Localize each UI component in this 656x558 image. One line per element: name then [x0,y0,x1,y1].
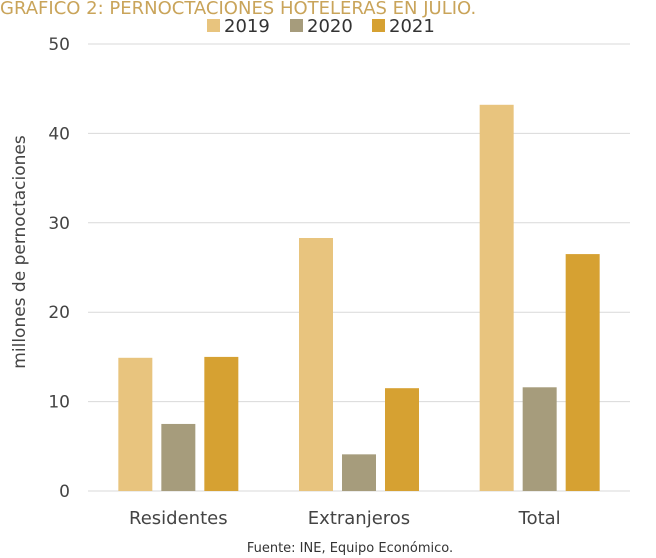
x-category-label: Total [518,508,561,529]
y-tick-label: 30 [48,214,70,234]
x-axis-categories: Residentes Extranjeros Total [129,508,561,529]
bar-residentes-2020 [161,424,195,491]
y-axis-ticks: 0 10 20 30 40 50 [48,35,70,502]
legend-label-2019: 2019 [224,16,270,37]
y-tick-label: 50 [48,35,70,55]
legend-swatch-2019 [207,19,220,32]
legend: 2019 2020 2021 [207,16,435,37]
legend-swatch-2021 [372,19,385,32]
legend-swatch-2020 [290,19,303,32]
y-tick-label: 0 [59,482,70,502]
bars [118,105,599,491]
bar-total-2020 [523,387,557,491]
legend-label-2020: 2020 [307,16,353,37]
y-tick-label: 40 [48,124,70,144]
source-note: Fuente: INE, Equipo Económico. [247,541,453,556]
y-tick-label: 20 [48,303,70,323]
y-tick-label: 10 [48,393,70,413]
bar-extranjeros-2019 [299,238,333,491]
x-category-label: Residentes [129,508,228,529]
bar-residentes-2019 [118,358,152,491]
bar-total-2021 [566,254,600,491]
y-axis-label: millones de pernoctaciones [10,135,30,369]
bar-extranjeros-2021 [385,388,419,491]
bar-extranjeros-2020 [342,454,376,491]
bar-residentes-2021 [204,357,238,491]
legend-label-2021: 2021 [389,16,435,37]
bar-total-2019 [480,105,514,491]
x-category-label: Extranjeros [308,508,410,529]
